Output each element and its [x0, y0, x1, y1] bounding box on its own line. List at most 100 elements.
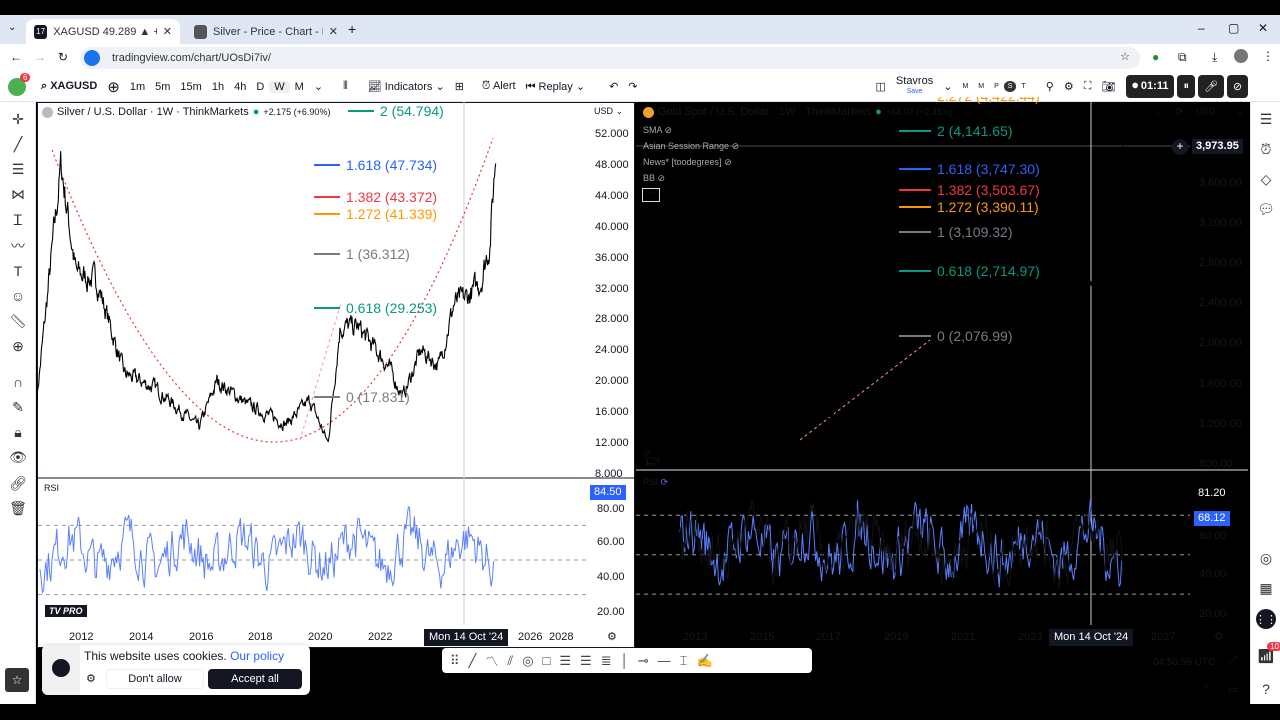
brush-icon[interactable]: ✍: [696, 652, 713, 668]
reset-scale-icon[interactable]: ⟳: [1175, 107, 1184, 118]
fib-icon[interactable]: ☰: [11, 161, 25, 178]
gold-fib-level[interactable]: 0.618 (2,714.97): [899, 263, 1040, 279]
camera-off-button[interactable]: ⊘: [1226, 75, 1249, 98]
hidden-eye-icon[interactable]: ⊘: [664, 125, 673, 135]
letter-m1[interactable]: M: [962, 83, 969, 90]
snapshot-icon[interactable]: 📷︎: [1101, 81, 1116, 93]
letter-p[interactable]: P: [994, 83, 999, 90]
help-icon[interactable]: ?: [1262, 681, 1270, 697]
compare-button[interactable]: ⊕: [107, 78, 120, 96]
tab-xagusd[interactable]: 17 XAGUSD 49.289 ▲ +0.9% S ✕: [26, 19, 180, 44]
microphone-button[interactable]: 🎤︎: [1197, 75, 1224, 98]
panel-toggle-icon[interactable]: ▭: [1228, 684, 1239, 696]
fib-channel-icon[interactable]: ☰: [559, 652, 572, 668]
gold-fib-level[interactable]: 2.272 (4,422.44): [899, 97, 1040, 104]
favorites-star-button[interactable]: ☆: [5, 668, 29, 692]
letter-t[interactable]: T: [1021, 83, 1026, 90]
forward-icon[interactable]: →: [34, 50, 46, 64]
bookmark-star-icon[interactable]: ☆: [1120, 51, 1130, 63]
extensions-icon[interactable]: ⧉: [1178, 50, 1187, 64]
settings-icon[interactable]: ⚙: [1063, 81, 1074, 93]
silver-fib-level[interactable]: 1.382 (43.372): [314, 189, 437, 205]
site-info-icon[interactable]: [84, 50, 100, 66]
symbol-search[interactable]: ⌕ XAGUSD: [41, 80, 98, 92]
magnet-icon[interactable]: ∩: [12, 374, 24, 390]
indicator-row[interactable]: BB ⊘: [643, 173, 666, 183]
recording-timer[interactable]: ⏺ 01:11: [1126, 75, 1175, 98]
silver-fib-level[interactable]: 0.618 (29.253): [314, 300, 437, 316]
user-avatar[interactable]: 6: [8, 72, 31, 96]
fullscreen-icon[interactable]: ⛶: [1083, 80, 1092, 92]
redo-icon[interactable]: ↷: [628, 81, 638, 93]
gold-fib-level[interactable]: 1 (3,109.32): [899, 224, 1013, 240]
grip-icon[interactable]: ⠿: [450, 652, 460, 668]
grammarly-icon[interactable]: ●: [1152, 50, 1160, 64]
gold-rsi-label[interactable]: RSI ⟳: [643, 477, 669, 487]
tab-silver-price[interactable]: Silver - Price - Chart - Historical ✕: [186, 19, 346, 44]
back-icon[interactable]: ←: [10, 50, 22, 64]
gold-fib-level[interactable]: 1.272 (3,390.11): [899, 199, 1039, 215]
maximize-icon[interactable]: ⤢: [1228, 655, 1237, 667]
target-icon[interactable]: ◎: [1259, 549, 1273, 566]
interval-15m[interactable]: 15m: [180, 80, 202, 93]
apps-grid-icon[interactable]: ⋮⋮: [1255, 609, 1277, 629]
gold-fib-level[interactable]: 0 (2,076.99): [899, 328, 1013, 344]
parallel-icon[interactable]: ⫽: [507, 652, 514, 668]
indicator-row[interactable]: Asian Session Range ⊘: [643, 141, 740, 151]
indicator-row[interactable]: SMA ⊘: [643, 125, 673, 135]
circle-icon[interactable]: ◎: [522, 652, 534, 668]
link-icon[interactable]: 🔗︎: [9, 474, 27, 491]
chat-icon[interactable]: 💬︎: [1257, 200, 1275, 217]
silver-currency-select[interactable]: USD ⌄: [594, 106, 624, 116]
dont-allow-button[interactable]: Don't allow: [106, 669, 204, 689]
gold-fib-level[interactable]: 2 (4,141.65): [899, 123, 1013, 139]
silver-fib-level[interactable]: 0 (17.831): [314, 389, 410, 405]
trendline-icon[interactable]: ╱: [13, 135, 23, 152]
interval-d[interactable]: D: [256, 80, 265, 93]
measure-icon[interactable]: ⌶: [679, 652, 688, 668]
zoom-icon[interactable]: ⊕: [12, 338, 24, 355]
silver-rsi-label[interactable]: RSI: [44, 483, 60, 493]
tradingview-pro-logo[interactable]: TV PRO: [45, 605, 87, 617]
ray-icon[interactable]: —: [657, 653, 671, 668]
quick-search-icon[interactable]: ⚲: [1045, 81, 1054, 93]
replay-button[interactable]: ⏮︎ Replay ⌄: [525, 80, 586, 93]
lock-icon[interactable]: 🔒︎: [14, 424, 22, 441]
interval-5m[interactable]: 5m: [155, 80, 171, 93]
vline-icon[interactable]: │: [620, 653, 629, 668]
silver-fib-level[interactable]: 1.618 (47.734): [314, 157, 437, 173]
text-icon[interactable]: T: [13, 262, 23, 279]
gold-currency-select[interactable]: USD ⌄: [1196, 106, 1244, 116]
download-icon[interactable]: ⤓: [1212, 50, 1218, 64]
profile-avatar[interactable]: [1234, 49, 1248, 63]
clock-readout[interactable]: 04:50:59 UTC: [1153, 657, 1216, 668]
ruler-icon[interactable]: 📏︎: [9, 312, 27, 329]
close-icon[interactable]: ✕: [328, 26, 338, 38]
rect-icon[interactable]: □: [542, 653, 551, 668]
layout-dropdown[interactable]: ⌄: [943, 81, 953, 93]
silver-fib-level[interactable]: 1.272 (41.339): [314, 206, 437, 222]
templates-icon[interactable]: ⊞: [454, 81, 464, 93]
eye-icon[interactable]: 👁︎: [9, 449, 27, 466]
layers-icon[interactable]: ◇: [1260, 170, 1272, 187]
accept-all-button[interactable]: Accept all: [208, 669, 302, 689]
restore-button[interactable]: ▢: [1228, 21, 1240, 35]
calendar-icon[interactable]: ▦: [1259, 579, 1273, 596]
browser-menu-icon[interactable]: ⋮: [1262, 49, 1274, 63]
minimize-button[interactable]: –: [1198, 21, 1205, 35]
silver-axis-settings-icon[interactable]: ⚙: [607, 631, 617, 643]
policy-link[interactable]: Our policy: [230, 649, 285, 663]
fib-ext-icon[interactable]: ☰: [580, 652, 592, 668]
close-icon[interactable]: ✕: [162, 26, 172, 38]
fib-fan-icon[interactable]: ≣: [600, 652, 612, 668]
line-tool-icon[interactable]: ╱: [468, 652, 477, 668]
hidden-eye-icon[interactable]: ⊘: [731, 141, 740, 151]
layout-name-button[interactable]: Stavros Save: [895, 75, 934, 96]
add-alert-plus-icon[interactable]: +: [1172, 139, 1188, 155]
feed-icon[interactable]: 📶︎: [1257, 647, 1275, 664]
pause-recording-button[interactable]: ⏸: [1177, 75, 1195, 98]
collapse-panel-icon[interactable]: ^: [1204, 683, 1210, 695]
interval-1h[interactable]: 1h: [211, 80, 225, 93]
tab-list-icon[interactable]: ⌄: [8, 22, 17, 33]
